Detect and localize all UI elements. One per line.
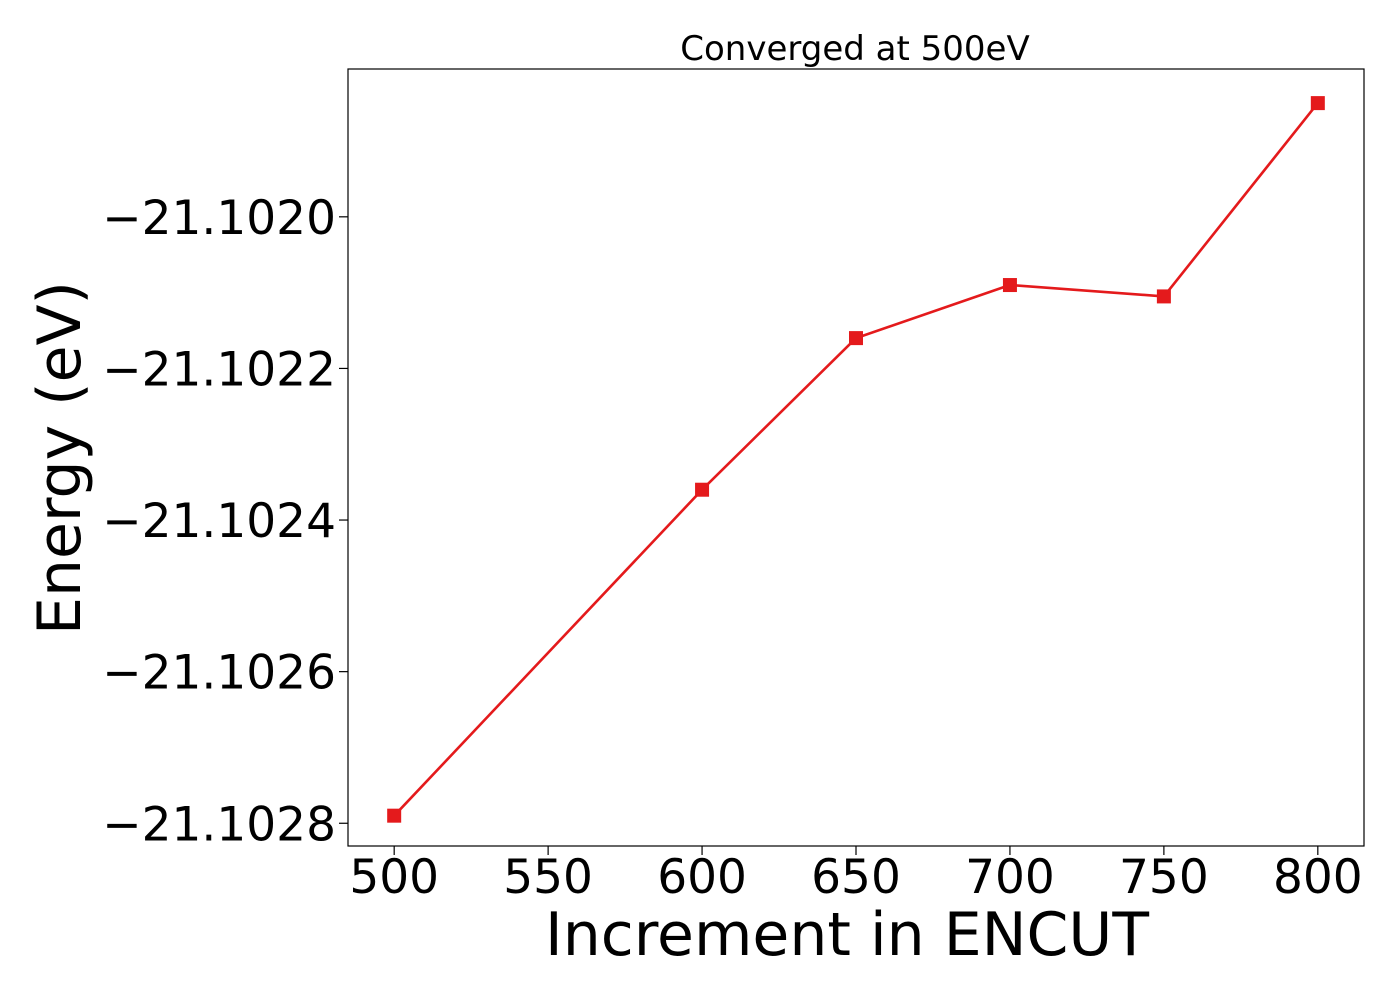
x-axis-ticks: 500 550 600 650 700 750 800 [349, 846, 1363, 905]
plot-area-frame [347, 68, 1365, 847]
x-axis-label: Increment in ENCUT [545, 900, 1149, 970]
x-tick-label: 500 [349, 850, 439, 905]
data-point-marker [695, 482, 710, 497]
y-tick-label: −21.1022 [102, 342, 336, 397]
data-point-marker [849, 331, 863, 346]
series-line [393, 102, 1319, 817]
y-tick-label: −21.1024 [102, 494, 336, 549]
y-tick-label: −21.1020 [102, 191, 336, 246]
y-tick-label: −21.1028 [102, 797, 336, 852]
y-axis-label: Energy (eV) [25, 281, 95, 635]
x-tick-label: 750 [1119, 850, 1209, 905]
x-tick-label: 650 [811, 850, 901, 905]
data-point-marker [1310, 96, 1325, 111]
data-point-marker [387, 808, 402, 823]
y-tick-label: −21.1026 [102, 646, 336, 701]
data-point-marker [1156, 289, 1171, 304]
chart-title: Converged at 500eV [680, 29, 1029, 69]
series-layer [387, 96, 1325, 823]
data-point-marker [1002, 278, 1017, 293]
y-axis-ticks: −21.1028 −21.1026 −21.1024 −21.1022 −21.1020 [102, 191, 348, 852]
x-tick-label: 800 [1273, 850, 1363, 905]
x-tick-label: 600 [657, 850, 747, 905]
x-tick-label: 550 [503, 850, 593, 905]
x-tick-label: 700 [965, 850, 1055, 905]
